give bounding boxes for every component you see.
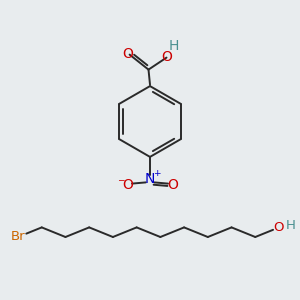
Text: Br: Br [11,230,25,244]
Text: O: O [274,221,284,234]
Text: H: H [286,219,295,232]
Text: H: H [168,39,178,53]
Text: O: O [167,178,178,192]
Text: O: O [122,178,133,192]
Text: O: O [161,50,172,64]
Text: +: + [154,169,161,178]
Text: O: O [122,47,133,61]
Text: N: N [145,172,155,186]
Text: −: − [117,175,124,184]
